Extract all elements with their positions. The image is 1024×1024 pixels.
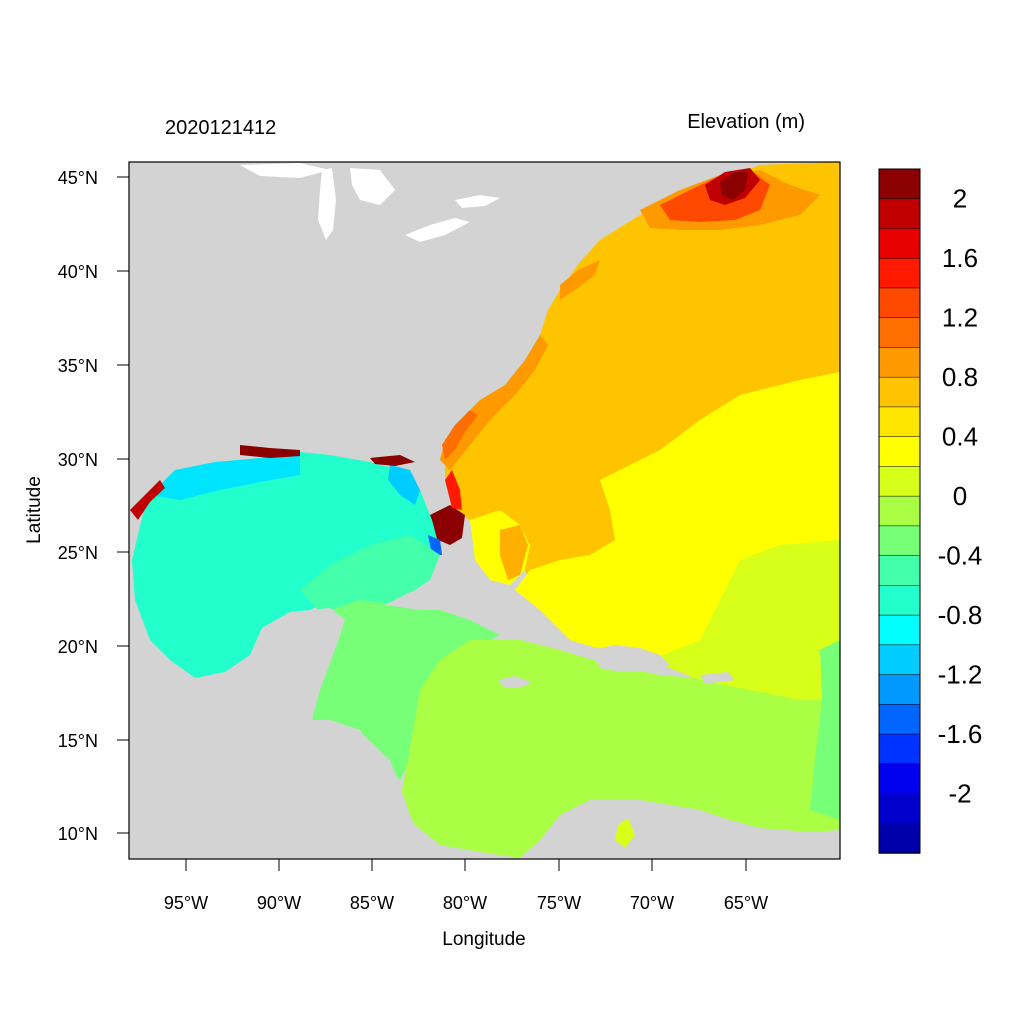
longitude-axis: 95°W 90°W 85°W 80°W 75°W 70°W 65°W [164, 859, 768, 913]
carolina-surge [442, 410, 478, 460]
lat-tick-label: 30°N [58, 450, 98, 470]
lesser-antilles-green [810, 640, 840, 820]
colorbar-swatch [878, 317, 921, 349]
lat-tick-label: 35°N [58, 356, 98, 376]
colorbar-label: -1.6 [938, 719, 983, 749]
lon-tick-label: 70°W [630, 893, 674, 913]
colorbar-swatch [878, 674, 921, 706]
lat-tick-label: 40°N [58, 262, 98, 282]
central-america [129, 715, 440, 859]
cuba [385, 588, 570, 640]
lon-tick-label: 90°W [257, 893, 301, 913]
colorbar-swatch [878, 198, 921, 230]
colorbar-swatch [878, 644, 921, 676]
colorbar-swatch [878, 733, 921, 765]
map-frame [128, 161, 841, 860]
colorbar-swatch [878, 376, 921, 408]
lake-superior [240, 163, 330, 178]
colorbar-swatch [878, 287, 921, 319]
lon-tick-label: 95°W [164, 893, 208, 913]
lake-maracaibo [615, 818, 635, 848]
bigbend-surge [370, 455, 415, 466]
lon-tick-label: 65°W [724, 893, 768, 913]
colorbar-swatch [878, 466, 921, 497]
lat-tick-label: 10°N [58, 824, 98, 844]
jamaica [498, 676, 532, 688]
east-coast-surge [440, 335, 548, 470]
florida-west-low [388, 465, 420, 505]
lat-tick-label: 20°N [58, 637, 98, 657]
colorbar-label: -2 [948, 779, 971, 809]
colorbar-swatch [878, 525, 921, 557]
colorbar-swatch [878, 704, 921, 735]
lon-tick-label: 80°W [443, 893, 487, 913]
lat-tick-label: 25°N [58, 543, 98, 563]
hispaniola [590, 645, 670, 672]
colorbar-swatch [878, 168, 921, 200]
florida-east-coast [445, 470, 462, 510]
colorbar-swatch [878, 436, 921, 468]
colorbar-frame [878, 168, 921, 854]
colorbar-swatches [878, 168, 921, 854]
colorbar-labels: 2 1.6 1.2 0.8 0.4 0 -0.4 -0.8 -1.2 -1.6 -2 [938, 184, 983, 809]
colorbar: 2 1.6 1.2 0.8 0.4 0 -0.4 -0.8 -1.2 -1.6 -2 [878, 168, 983, 854]
caribbean-sea-west [312, 600, 500, 780]
gulf-coast-low [150, 455, 300, 500]
lon-tick-label: 75°W [537, 893, 581, 913]
colorbar-swatch [878, 257, 921, 289]
puerto-rico [700, 672, 735, 684]
colorbar-label: 0.8 [942, 362, 978, 392]
colorbar-label: -1.2 [938, 660, 983, 690]
bahamas-orange [500, 525, 528, 580]
colorbar-swatch [878, 763, 921, 795]
date-label: 2020121412 [165, 117, 276, 139]
colorbar-swatch [878, 495, 921, 527]
atlantic-east-green [650, 540, 840, 700]
gulf-maine-core [720, 172, 748, 200]
latitude-axis: 45°N 40°N 35°N 30°N 25°N 20°N 15°N 10°N [58, 168, 129, 844]
colorbar-swatch [878, 406, 921, 438]
colorbar-label: -0.8 [938, 600, 983, 630]
colorbar-label: -0.4 [938, 541, 983, 571]
colorbar-swatch [878, 347, 921, 378]
gulf-of-mexico [132, 452, 440, 678]
lake-michigan [318, 168, 336, 240]
colorbar-swatch [878, 585, 921, 616]
yucatan-channel [300, 535, 440, 612]
caribbean-sea [400, 640, 840, 858]
lat-tick-label: 45°N [58, 168, 98, 188]
mid-atlantic-surge [560, 260, 600, 300]
lon-tick-label: 85°W [350, 893, 394, 913]
x-axis-title: Longitude [442, 929, 525, 950]
colorbar-label: 1.6 [942, 243, 978, 273]
map-panel [128, 161, 841, 860]
texas-coast-surge [130, 480, 165, 520]
colorbar-label: 0.4 [942, 422, 978, 452]
colorbar-swatch [878, 614, 921, 646]
colorbar-label: 1.2 [942, 303, 978, 333]
florida-surge [430, 505, 465, 545]
lake-ontario [455, 195, 500, 208]
lake-huron [350, 168, 395, 205]
colorbar-swatch [878, 823, 921, 854]
lat-tick-label: 15°N [58, 731, 98, 751]
colorbar-label: 0 [953, 481, 967, 511]
south-america [520, 800, 840, 859]
colorbar-label: 2 [953, 184, 967, 214]
y-axis-title: Latitude [24, 476, 45, 544]
colorbar-swatch [878, 793, 921, 825]
colorbar-swatch [878, 228, 921, 259]
yucatan [248, 608, 345, 720]
variable-label: Elevation (m) [687, 111, 805, 133]
colorbar-swatch [878, 555, 921, 587]
gulf-coast-surge [240, 445, 300, 458]
lake-erie [405, 218, 470, 242]
